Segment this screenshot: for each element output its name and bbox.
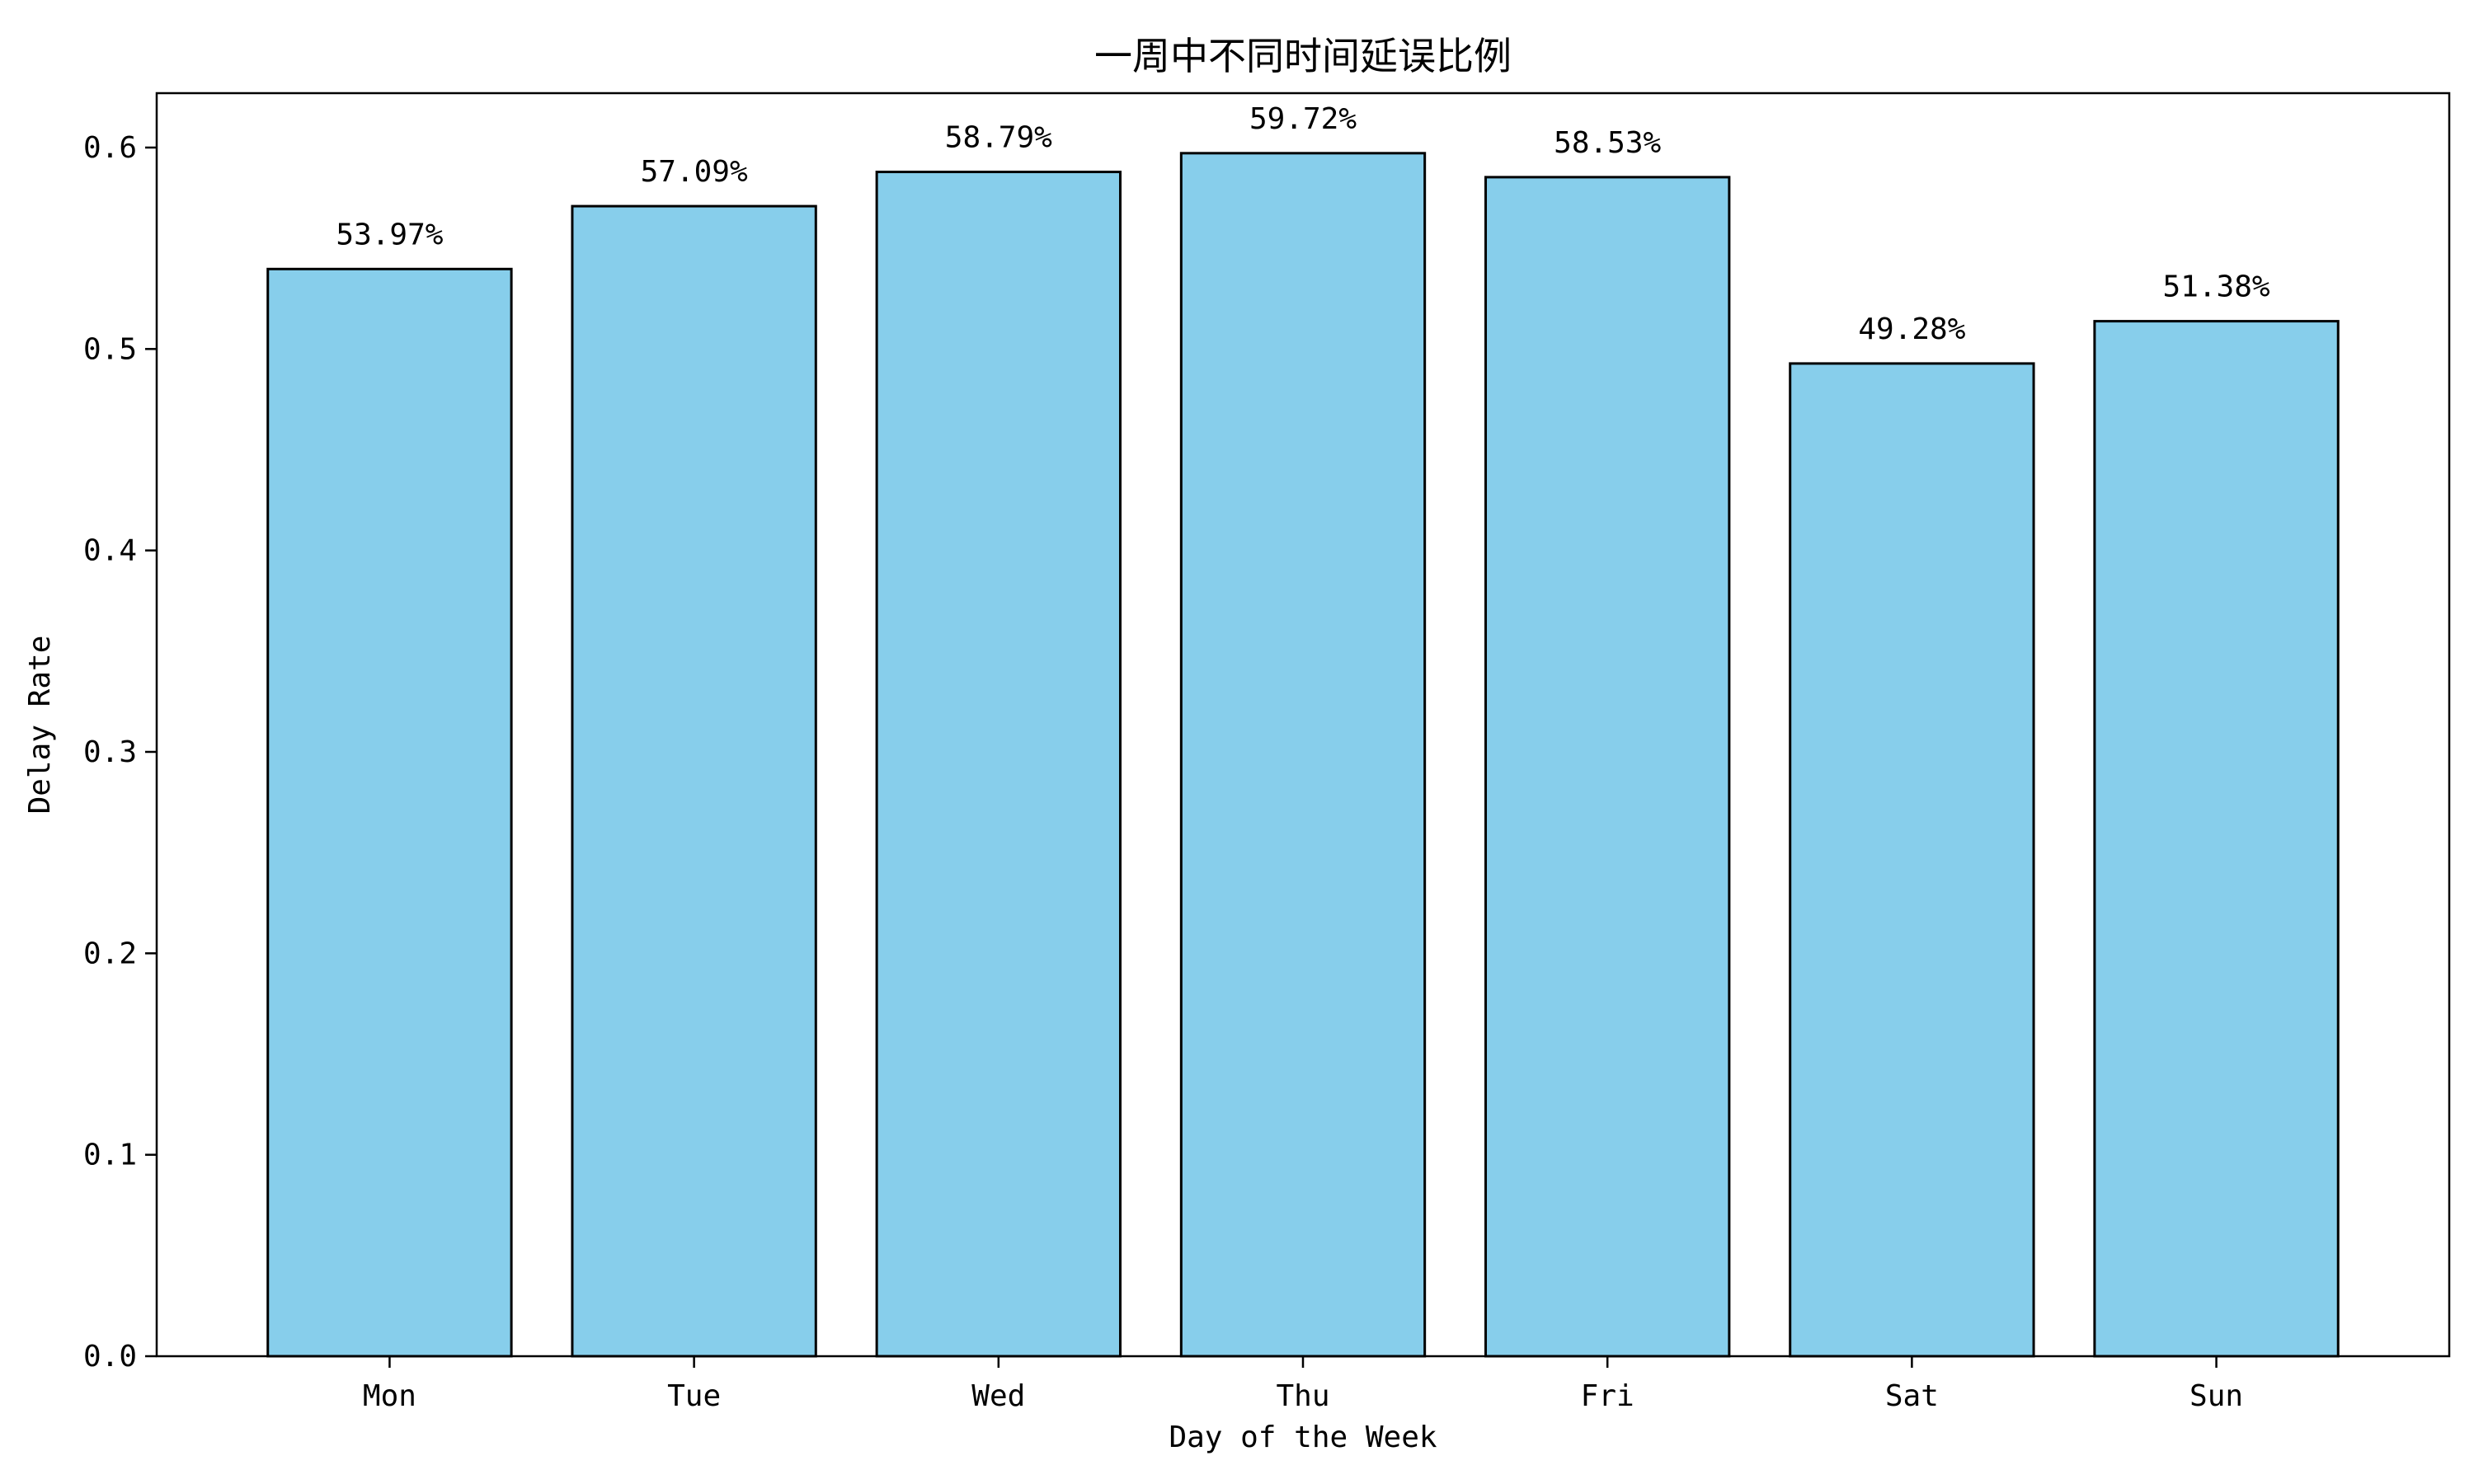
y-tick-label: 0.0 xyxy=(83,1340,137,1374)
y-tick-label: 0.3 xyxy=(83,735,137,769)
y-tick-label: 0.4 xyxy=(83,534,137,568)
x-tick-label: Mon xyxy=(363,1379,416,1413)
plot-area-frame xyxy=(155,92,2451,1358)
x-axis-title: Day of the Week xyxy=(1169,1421,1437,1454)
bar-fri xyxy=(1484,176,1731,1358)
bar-value-label: 58.53% xyxy=(1554,126,1661,160)
bar-value-label: 57.09% xyxy=(641,155,748,189)
bar-tue xyxy=(571,204,817,1358)
y-tick-label: 0.2 xyxy=(83,937,137,970)
bar-value-labels: 53.97% 57.09% 58.79% 59.72% 58.53% 49.28% 51.3… xyxy=(336,102,2270,346)
bars-group xyxy=(266,152,2340,1358)
y-axis: 0.0 0.1 0.2 0.3 0.4 0.5 0.6 xyxy=(83,131,157,1374)
x-tick-label: Tue xyxy=(667,1379,721,1413)
bar-wed xyxy=(875,171,1122,1358)
x-tick-label: Fri xyxy=(1581,1379,1634,1413)
x-tick-label: Sat xyxy=(1885,1379,1939,1413)
bar-sun xyxy=(2093,320,2340,1358)
bar-value-label: 49.28% xyxy=(1858,312,1965,346)
bar-mon xyxy=(266,267,513,1358)
y-tick-label: 0.6 xyxy=(83,131,137,165)
bar-value-label: 53.97% xyxy=(336,218,443,251)
x-tick-label: Sun xyxy=(2189,1379,2243,1413)
y-axis-title: Delay Rate xyxy=(23,636,57,815)
y-tick-label: 0.5 xyxy=(83,332,137,366)
y-tick-label: 0.1 xyxy=(83,1139,137,1172)
x-tick-label: Wed xyxy=(971,1379,1025,1413)
chart-title: 一周中不同时间延误比例 xyxy=(1094,34,1512,78)
bar-value-label: 51.38% xyxy=(2163,270,2270,304)
bar-value-label: 59.72% xyxy=(1249,102,1357,136)
bar-sat xyxy=(1789,362,2035,1358)
x-tick-label: Thu xyxy=(1276,1379,1329,1413)
bar-thu xyxy=(1179,152,1427,1358)
x-axis: Mon Tue Wed Thu Fri Sat Sun xyxy=(363,1356,2243,1413)
bar-value-label: 58.79% xyxy=(945,121,1052,155)
